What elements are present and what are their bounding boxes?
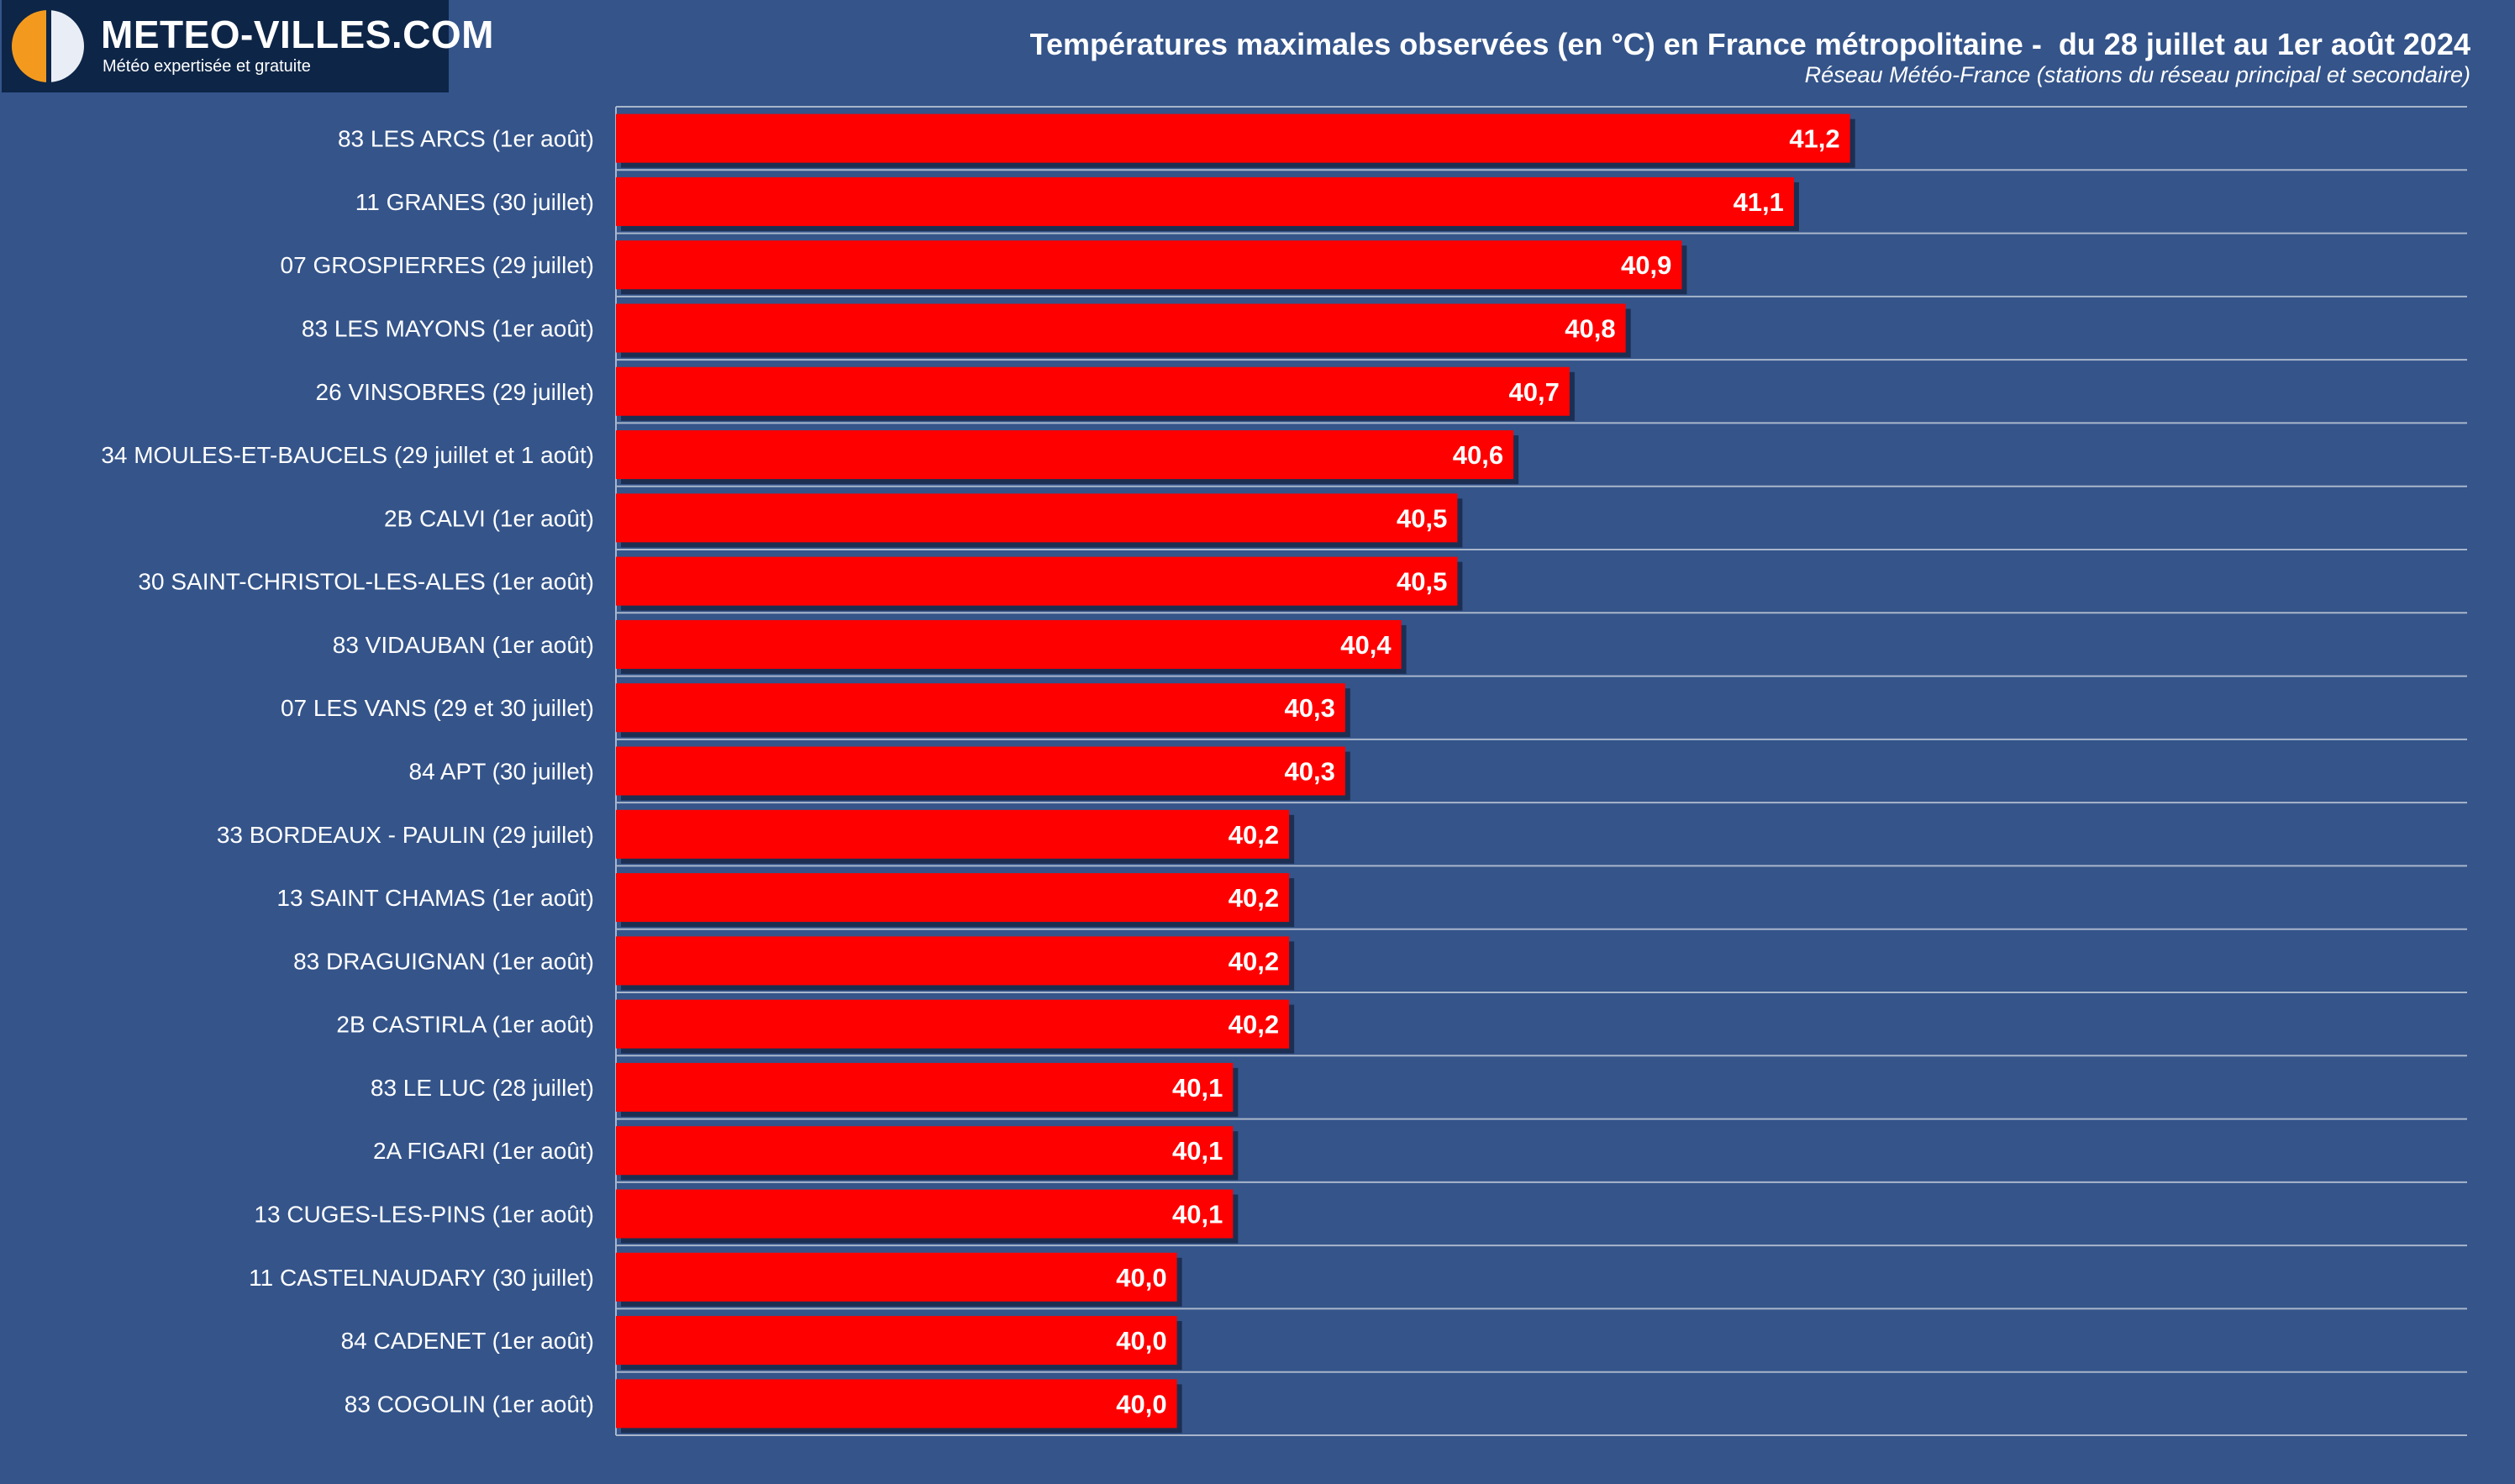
category-label: 11 GRANES (30 juillet) <box>355 189 594 215</box>
bar-value-label: 40,9 <box>1621 250 1671 280</box>
category-label: 26 VINSOBRES (29 juillet) <box>316 379 594 405</box>
bar-value-label: 40,2 <box>1229 883 1279 913</box>
category-label: 07 LES VANS (29 et 30 juillet) <box>281 695 594 721</box>
bar-value-label: 40,3 <box>1285 693 1335 723</box>
bar-value-label: 40,0 <box>1116 1326 1166 1355</box>
category-label: 83 LES ARCS (1er août) <box>338 126 594 152</box>
bar <box>616 430 1514 480</box>
bar <box>616 809 1290 859</box>
bar <box>616 240 1682 290</box>
bar-value-label: 40,6 <box>1453 440 1503 470</box>
bar <box>616 493 1458 543</box>
bar-value-label: 40,0 <box>1116 1389 1166 1418</box>
bar <box>616 1379 1177 1429</box>
category-label: 2B CALVI (1er août) <box>384 505 594 531</box>
bar-value-label: 40,1 <box>1172 1200 1223 1229</box>
bar-value-label: 40,5 <box>1397 567 1447 597</box>
bar-value-label: 40,7 <box>1509 377 1560 407</box>
category-label: 13 CUGES-LES-PINS (1er août) <box>254 1202 594 1228</box>
category-label: 2B CASTIRLA (1er août) <box>336 1012 594 1038</box>
bar <box>616 683 1345 733</box>
category-label: 84 APT (30 juillet) <box>409 759 595 785</box>
category-label: 34 MOULES-ET-BAUCELS (29 juillet et 1 ao… <box>101 442 594 468</box>
bar <box>616 1062 1234 1112</box>
category-label: 2A FIGARI (1er août) <box>373 1138 594 1164</box>
category-label: 13 SAINT CHAMAS (1er août) <box>276 885 594 911</box>
bar-value-label: 41,2 <box>1789 124 1839 154</box>
bar-value-label: 40,3 <box>1285 757 1335 787</box>
bar-value-label: 40,0 <box>1116 1263 1166 1292</box>
bar <box>616 113 1850 163</box>
category-label: 83 LES MAYONS (1er août) <box>302 316 594 342</box>
bar <box>616 1126 1234 1176</box>
bar-value-label: 40,1 <box>1172 1136 1223 1166</box>
bar <box>616 1252 1177 1302</box>
category-label: 83 DRAGUIGNAN (1er août) <box>293 948 594 974</box>
bar <box>616 619 1402 669</box>
category-label: 11 CASTELNAUDARY (30 juillet) <box>249 1265 594 1291</box>
bar-value-label: 40,2 <box>1229 820 1279 850</box>
category-label: 84 CADENET (1er août) <box>341 1328 594 1354</box>
bar <box>616 746 1345 796</box>
logo-tagline: Météo expertisée et gratuite <box>103 57 311 76</box>
bar <box>616 303 1626 353</box>
bar-value-label: 41,1 <box>1734 187 1784 217</box>
bar <box>616 366 1570 416</box>
bar <box>616 1316 1177 1366</box>
bar-value-label: 40,5 <box>1397 503 1447 533</box>
bar <box>616 936 1290 986</box>
bar-value-label: 40,4 <box>1340 630 1392 660</box>
bar <box>616 873 1290 923</box>
bar <box>616 556 1458 606</box>
bar <box>616 1189 1234 1239</box>
bar-value-label: 40,1 <box>1172 1073 1223 1102</box>
category-label: 30 SAINT-CHRISTOL-LES-ALES (1er août) <box>138 569 594 595</box>
category-label: 07 GROSPIERRES (29 juillet) <box>281 252 594 278</box>
bar-value-label: 40,2 <box>1229 1010 1279 1039</box>
chart-title: Températures maximales observées (en °C)… <box>1029 27 2470 61</box>
bar-value-label: 40,2 <box>1229 946 1279 976</box>
bar-value-label: 40,8 <box>1565 314 1615 344</box>
category-label: 33 BORDEAUX - PAULIN (29 juillet) <box>217 822 594 848</box>
category-label: 83 LE LUC (28 juillet) <box>371 1075 594 1101</box>
bar <box>616 176 1794 226</box>
logo-name: METEO-VILLES.COM <box>101 13 494 56</box>
logo: METEO-VILLES.COM Météo expertisée et gra… <box>2 0 494 92</box>
chart-subtitle: Réseau Météo-France (stations du réseau … <box>1804 62 2470 87</box>
category-label: 83 VIDAUBAN (1er août) <box>333 632 594 658</box>
bar <box>616 999 1290 1049</box>
category-label: 83 COGOLIN (1er août) <box>345 1391 594 1417</box>
sun-moon-logo-icon <box>12 8 84 84</box>
